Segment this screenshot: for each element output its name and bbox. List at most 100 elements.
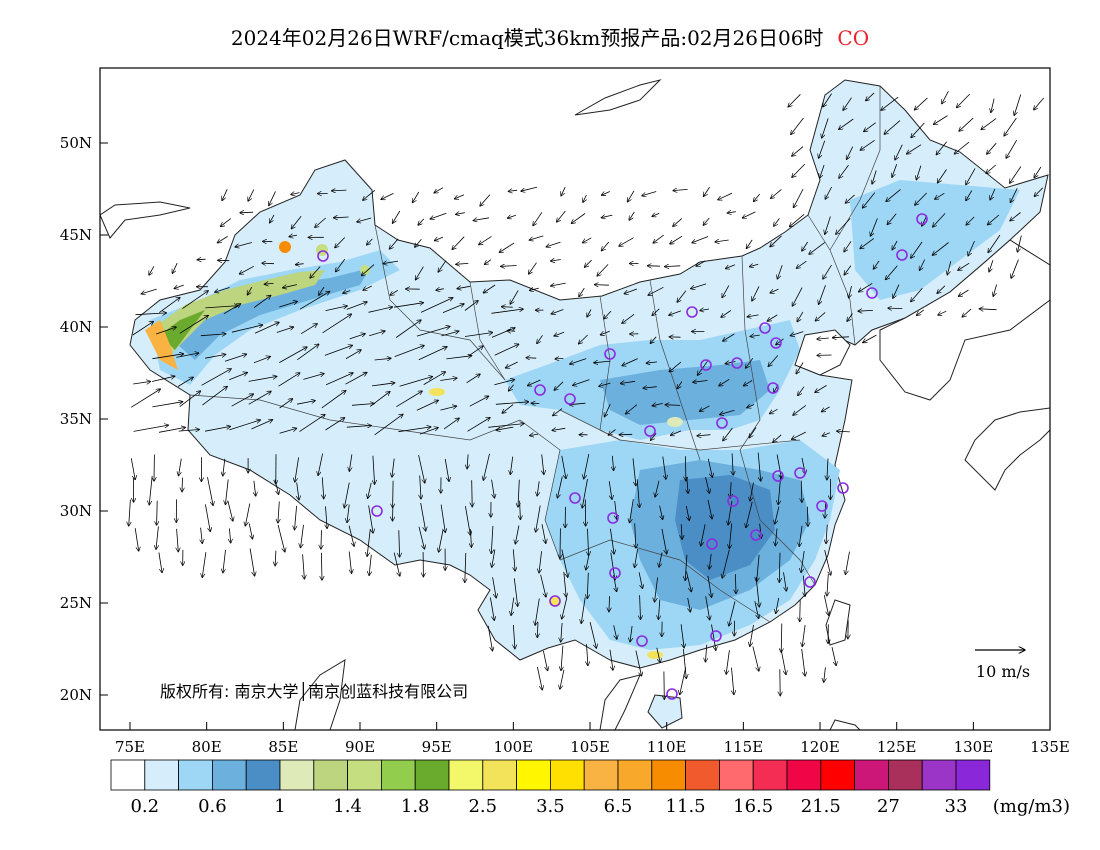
wind-arrow bbox=[743, 380, 753, 386]
wind-arrow bbox=[801, 550, 805, 573]
wind-arrow bbox=[962, 308, 972, 317]
wind-arrow bbox=[916, 165, 922, 180]
wind-arrow bbox=[693, 381, 708, 383]
wind-arrow bbox=[561, 645, 563, 671]
wind-arrow bbox=[659, 552, 663, 568]
wind-arrow bbox=[626, 404, 638, 414]
wind-arrow bbox=[685, 505, 689, 521]
wind-arrow bbox=[915, 192, 927, 205]
wind-arrow bbox=[825, 186, 832, 199]
wind-arrow bbox=[345, 372, 368, 385]
wind-arrow bbox=[392, 458, 394, 478]
wind-arrow bbox=[942, 91, 949, 104]
wind-arrow bbox=[418, 347, 447, 361]
wind-arrow bbox=[508, 384, 514, 391]
wind-arrow bbox=[420, 298, 453, 313]
wind-arrow bbox=[225, 479, 229, 504]
wind-arrow bbox=[959, 117, 974, 131]
wind-arrow bbox=[223, 304, 241, 315]
wind-arrow bbox=[231, 394, 254, 407]
wind-arrow bbox=[703, 186, 710, 196]
wind-arrow bbox=[801, 648, 805, 676]
wind-arrow bbox=[491, 525, 493, 554]
wind-arrow bbox=[933, 213, 946, 227]
lat-label: 35N bbox=[60, 410, 92, 428]
wind-arrow bbox=[454, 194, 465, 199]
wind-arrow bbox=[336, 258, 346, 272]
wind-arrow bbox=[725, 264, 736, 269]
wind-arrow bbox=[735, 574, 736, 594]
wind-arrow bbox=[223, 458, 225, 476]
wind-arrow bbox=[529, 235, 544, 240]
wind-arrow bbox=[845, 194, 855, 203]
wind-arrow bbox=[467, 454, 468, 468]
wind-arrow bbox=[697, 435, 711, 436]
wind-arrow bbox=[542, 454, 544, 474]
wind-arrow bbox=[662, 456, 666, 480]
wind-arrow bbox=[588, 528, 589, 556]
wind-arrow bbox=[635, 549, 638, 568]
wind-arrow bbox=[685, 554, 687, 581]
wind-arrow bbox=[825, 216, 831, 235]
wind-arrow bbox=[274, 479, 279, 495]
wind-arrow bbox=[492, 549, 496, 568]
lon-label: 120E bbox=[800, 738, 840, 756]
station-marker bbox=[866, 287, 878, 299]
wind-arrow bbox=[864, 122, 876, 132]
wind-arrow bbox=[792, 431, 806, 439]
wind-arrow bbox=[369, 392, 390, 407]
wind-arrow bbox=[643, 387, 657, 388]
wind-arrow bbox=[537, 335, 543, 343]
wind-arrow bbox=[395, 320, 421, 338]
wind-arrow bbox=[1034, 187, 1043, 197]
wind-arrow bbox=[630, 626, 632, 642]
wind-arrow bbox=[555, 358, 564, 359]
wind-arrow bbox=[278, 373, 300, 387]
wind-arrow bbox=[441, 331, 459, 337]
legend-unit: (mg/m3) bbox=[993, 796, 1070, 817]
wind-arrow bbox=[468, 346, 484, 357]
wind-arrow bbox=[279, 347, 307, 363]
map-plot bbox=[100, 68, 1050, 730]
wind-arrow bbox=[303, 554, 305, 579]
wind-arrow bbox=[686, 571, 691, 591]
wind-arrow bbox=[632, 458, 636, 486]
wind-arrow bbox=[600, 330, 610, 335]
wind-arrow bbox=[722, 549, 730, 579]
wind-arrow bbox=[993, 284, 997, 297]
wind-arrow bbox=[399, 377, 433, 387]
wind-arrow bbox=[442, 304, 464, 313]
wind-arrow bbox=[583, 194, 587, 202]
wind-arrow bbox=[279, 399, 293, 409]
legend-label: 1.8 bbox=[401, 796, 430, 817]
wind-arrow bbox=[627, 190, 635, 202]
wind-arrow bbox=[715, 240, 729, 242]
wind-arrow bbox=[589, 622, 596, 648]
co-hotspot bbox=[667, 417, 683, 427]
wind-arrow bbox=[640, 595, 641, 619]
wind-arrow bbox=[373, 455, 375, 485]
wind-arrow bbox=[201, 527, 203, 544]
wind-arrow bbox=[297, 482, 299, 500]
wind-arrow bbox=[483, 453, 490, 481]
wind-arrow bbox=[884, 120, 901, 135]
wind-arrow bbox=[986, 164, 996, 174]
legend-swatch bbox=[448, 759, 484, 791]
wind-arrow bbox=[264, 283, 274, 284]
legend-swatch bbox=[955, 759, 991, 791]
station-marker bbox=[700, 359, 712, 371]
wind-arrow bbox=[279, 428, 297, 434]
wind-arrow bbox=[349, 551, 351, 574]
wind-arrow bbox=[415, 239, 422, 247]
wind-arrow bbox=[393, 480, 394, 508]
wind-arrow bbox=[727, 212, 736, 213]
wind-arrow bbox=[423, 372, 446, 385]
wind-arrow bbox=[610, 552, 615, 580]
wind-arrow bbox=[479, 236, 492, 244]
wind-arrow bbox=[223, 549, 226, 573]
wind-arrow bbox=[277, 524, 285, 552]
wind-arrow bbox=[801, 480, 802, 503]
wind-arrow bbox=[683, 649, 686, 679]
wind-arrow bbox=[179, 391, 201, 407]
